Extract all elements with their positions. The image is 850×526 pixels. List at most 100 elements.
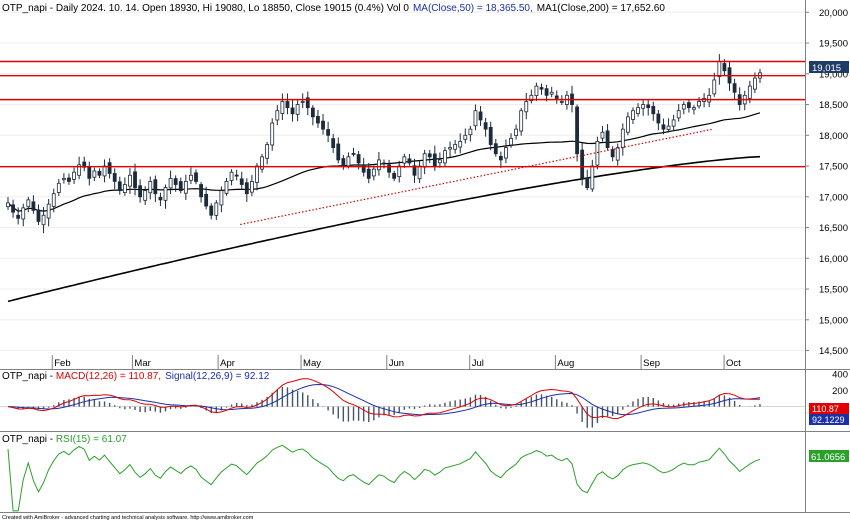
candle-body xyxy=(417,165,422,180)
month-label: Jun xyxy=(389,358,404,369)
candle-body xyxy=(112,173,117,182)
candle-body xyxy=(620,128,625,148)
candle-body xyxy=(270,122,275,146)
candle-body xyxy=(646,104,651,109)
candle-body xyxy=(163,187,168,201)
candle-body xyxy=(514,128,519,136)
month-label: Apr xyxy=(220,358,235,369)
candle-body xyxy=(361,164,366,173)
candle-body xyxy=(747,85,752,99)
candle-body xyxy=(128,174,132,187)
price-badge: 19,015 xyxy=(812,63,841,74)
candle-body xyxy=(346,156,351,167)
candle-body xyxy=(585,177,590,188)
candle-body xyxy=(549,91,554,95)
candle-body xyxy=(595,141,600,166)
signal-line xyxy=(7,383,761,416)
candle-body xyxy=(107,162,112,174)
candle-body xyxy=(432,153,437,167)
candle-body xyxy=(366,168,371,179)
candle-body xyxy=(692,107,696,110)
candle-body xyxy=(219,190,224,206)
candle-body xyxy=(133,171,137,188)
candle-body xyxy=(717,61,722,77)
candle-body xyxy=(437,159,442,164)
price-tick-label: 18,000 xyxy=(819,131,848,142)
candle-body xyxy=(239,178,244,185)
candle-body xyxy=(407,158,412,164)
candle-body xyxy=(194,172,198,182)
candle-body xyxy=(290,107,295,115)
candle-body xyxy=(275,110,280,121)
candle-body xyxy=(117,181,122,192)
candle-body xyxy=(265,144,270,159)
grid-layer xyxy=(0,11,805,408)
candle-body xyxy=(31,201,36,211)
candle-body xyxy=(468,128,473,136)
candle-body xyxy=(102,165,107,177)
candle-body xyxy=(732,83,737,93)
candle-body xyxy=(498,155,503,161)
candle-body xyxy=(590,165,595,190)
price-tick-label: 17,000 xyxy=(819,192,848,203)
candle-body xyxy=(534,85,539,96)
candle-body xyxy=(722,63,727,72)
candle-body xyxy=(16,214,21,219)
candle-body xyxy=(493,143,498,155)
month-label: Sep xyxy=(643,358,660,369)
candle-body xyxy=(554,95,559,99)
candle-body xyxy=(77,164,82,176)
candle-body xyxy=(575,106,579,155)
candle-body xyxy=(168,177,173,189)
candle-body xyxy=(676,110,681,119)
macd-panel-header: OTP_napi - MACD(12,26) = 110.87, Signal(1… xyxy=(2,371,270,382)
macd-tick-label: 400 xyxy=(832,370,848,381)
candle-body xyxy=(153,179,158,195)
candle-body xyxy=(712,79,717,95)
macd-header-value: MACD(12,26) = 110.87, xyxy=(56,371,161,382)
candle-body xyxy=(412,165,417,176)
candle-body xyxy=(209,205,214,216)
candle-body xyxy=(661,124,666,130)
candle-body xyxy=(204,193,209,207)
candle-body xyxy=(260,156,264,170)
rsi-badge-bg xyxy=(809,450,849,462)
candle-body xyxy=(21,207,26,220)
candle-body xyxy=(351,153,356,155)
candle-body xyxy=(6,202,10,208)
candle-body xyxy=(625,116,630,133)
candle-body xyxy=(753,77,757,90)
candle-body xyxy=(158,196,163,201)
candle-body xyxy=(504,147,508,159)
ma50-header: MA(Close,50) = 18,365.50, xyxy=(413,3,533,14)
candle-body xyxy=(544,88,549,96)
rsi-header-value: RSI(15) = 61.07 xyxy=(56,434,127,445)
rsi-panel-header: OTP_napi - RSI(15) = 61.07 xyxy=(2,434,127,445)
price-tick-label: 20,000 xyxy=(819,8,848,19)
candle-body xyxy=(539,87,544,90)
candle-body xyxy=(189,174,193,181)
month-label: Feb xyxy=(54,358,70,369)
candle-body xyxy=(559,101,564,103)
candle-body xyxy=(671,119,676,127)
candle-body xyxy=(326,129,331,136)
candle-body xyxy=(402,156,407,164)
indicator-lines-layer xyxy=(7,112,761,512)
candle-body xyxy=(483,122,488,130)
candle-body xyxy=(61,177,66,181)
candle-body xyxy=(183,181,188,194)
candle-body xyxy=(295,104,300,115)
axis-labels-layer: 14,500 15,000 15,500 16,000 16,500 17,000 17,5… xyxy=(51,8,848,397)
candle-body xyxy=(427,153,432,158)
candle-body xyxy=(524,101,529,113)
month-label: May xyxy=(303,358,321,369)
candle-body xyxy=(280,101,285,114)
candle-body xyxy=(488,126,493,145)
ma200-line xyxy=(7,155,761,303)
candle-body xyxy=(697,101,701,107)
candle-body xyxy=(681,104,686,110)
month-label: Oct xyxy=(726,358,741,369)
candle-body xyxy=(478,111,483,121)
candle-body xyxy=(51,193,56,207)
candle-body xyxy=(397,165,402,177)
